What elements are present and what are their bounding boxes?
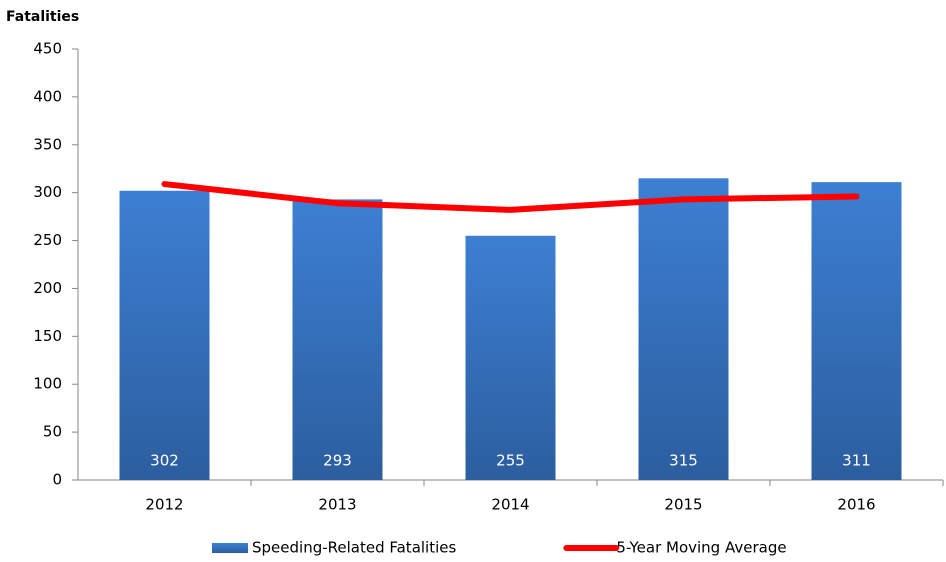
y-tick-label: 150 xyxy=(33,327,62,345)
bar xyxy=(292,199,383,481)
data-label: 255 xyxy=(496,452,525,470)
y-tick-label: 350 xyxy=(33,135,62,153)
data-label: 311 xyxy=(842,452,871,470)
bar xyxy=(638,178,729,481)
bar xyxy=(119,190,210,481)
bar xyxy=(811,182,902,480)
y-tick-label: 50 xyxy=(43,423,62,441)
bar xyxy=(465,235,556,480)
x-tick-label: 2012 xyxy=(145,496,183,514)
y-tick-label: 0 xyxy=(52,471,62,489)
y-tick-label: 200 xyxy=(33,279,62,297)
x-tick-label: 2013 xyxy=(318,496,356,514)
y-tick-label: 300 xyxy=(33,183,62,201)
line xyxy=(161,181,860,213)
x-tick-label: 2016 xyxy=(837,496,875,514)
y-tick-label: 450 xyxy=(33,40,62,58)
x-tick-label: 2015 xyxy=(664,496,702,514)
y-tick-label: 250 xyxy=(33,231,62,249)
y-axis-title: Fatalities xyxy=(6,9,79,25)
x-tick-label: 2014 xyxy=(491,496,529,514)
legend-swatch xyxy=(212,543,248,553)
data-label: 302 xyxy=(150,452,179,470)
legend-label: Speeding-Related Fatalities xyxy=(252,539,456,557)
data-label: 315 xyxy=(669,452,698,470)
y-tick-label: 400 xyxy=(33,87,62,105)
legend-label: 5-Year Moving Average xyxy=(616,539,786,557)
y-tick-label: 100 xyxy=(33,375,62,393)
data-label: 293 xyxy=(323,452,352,470)
